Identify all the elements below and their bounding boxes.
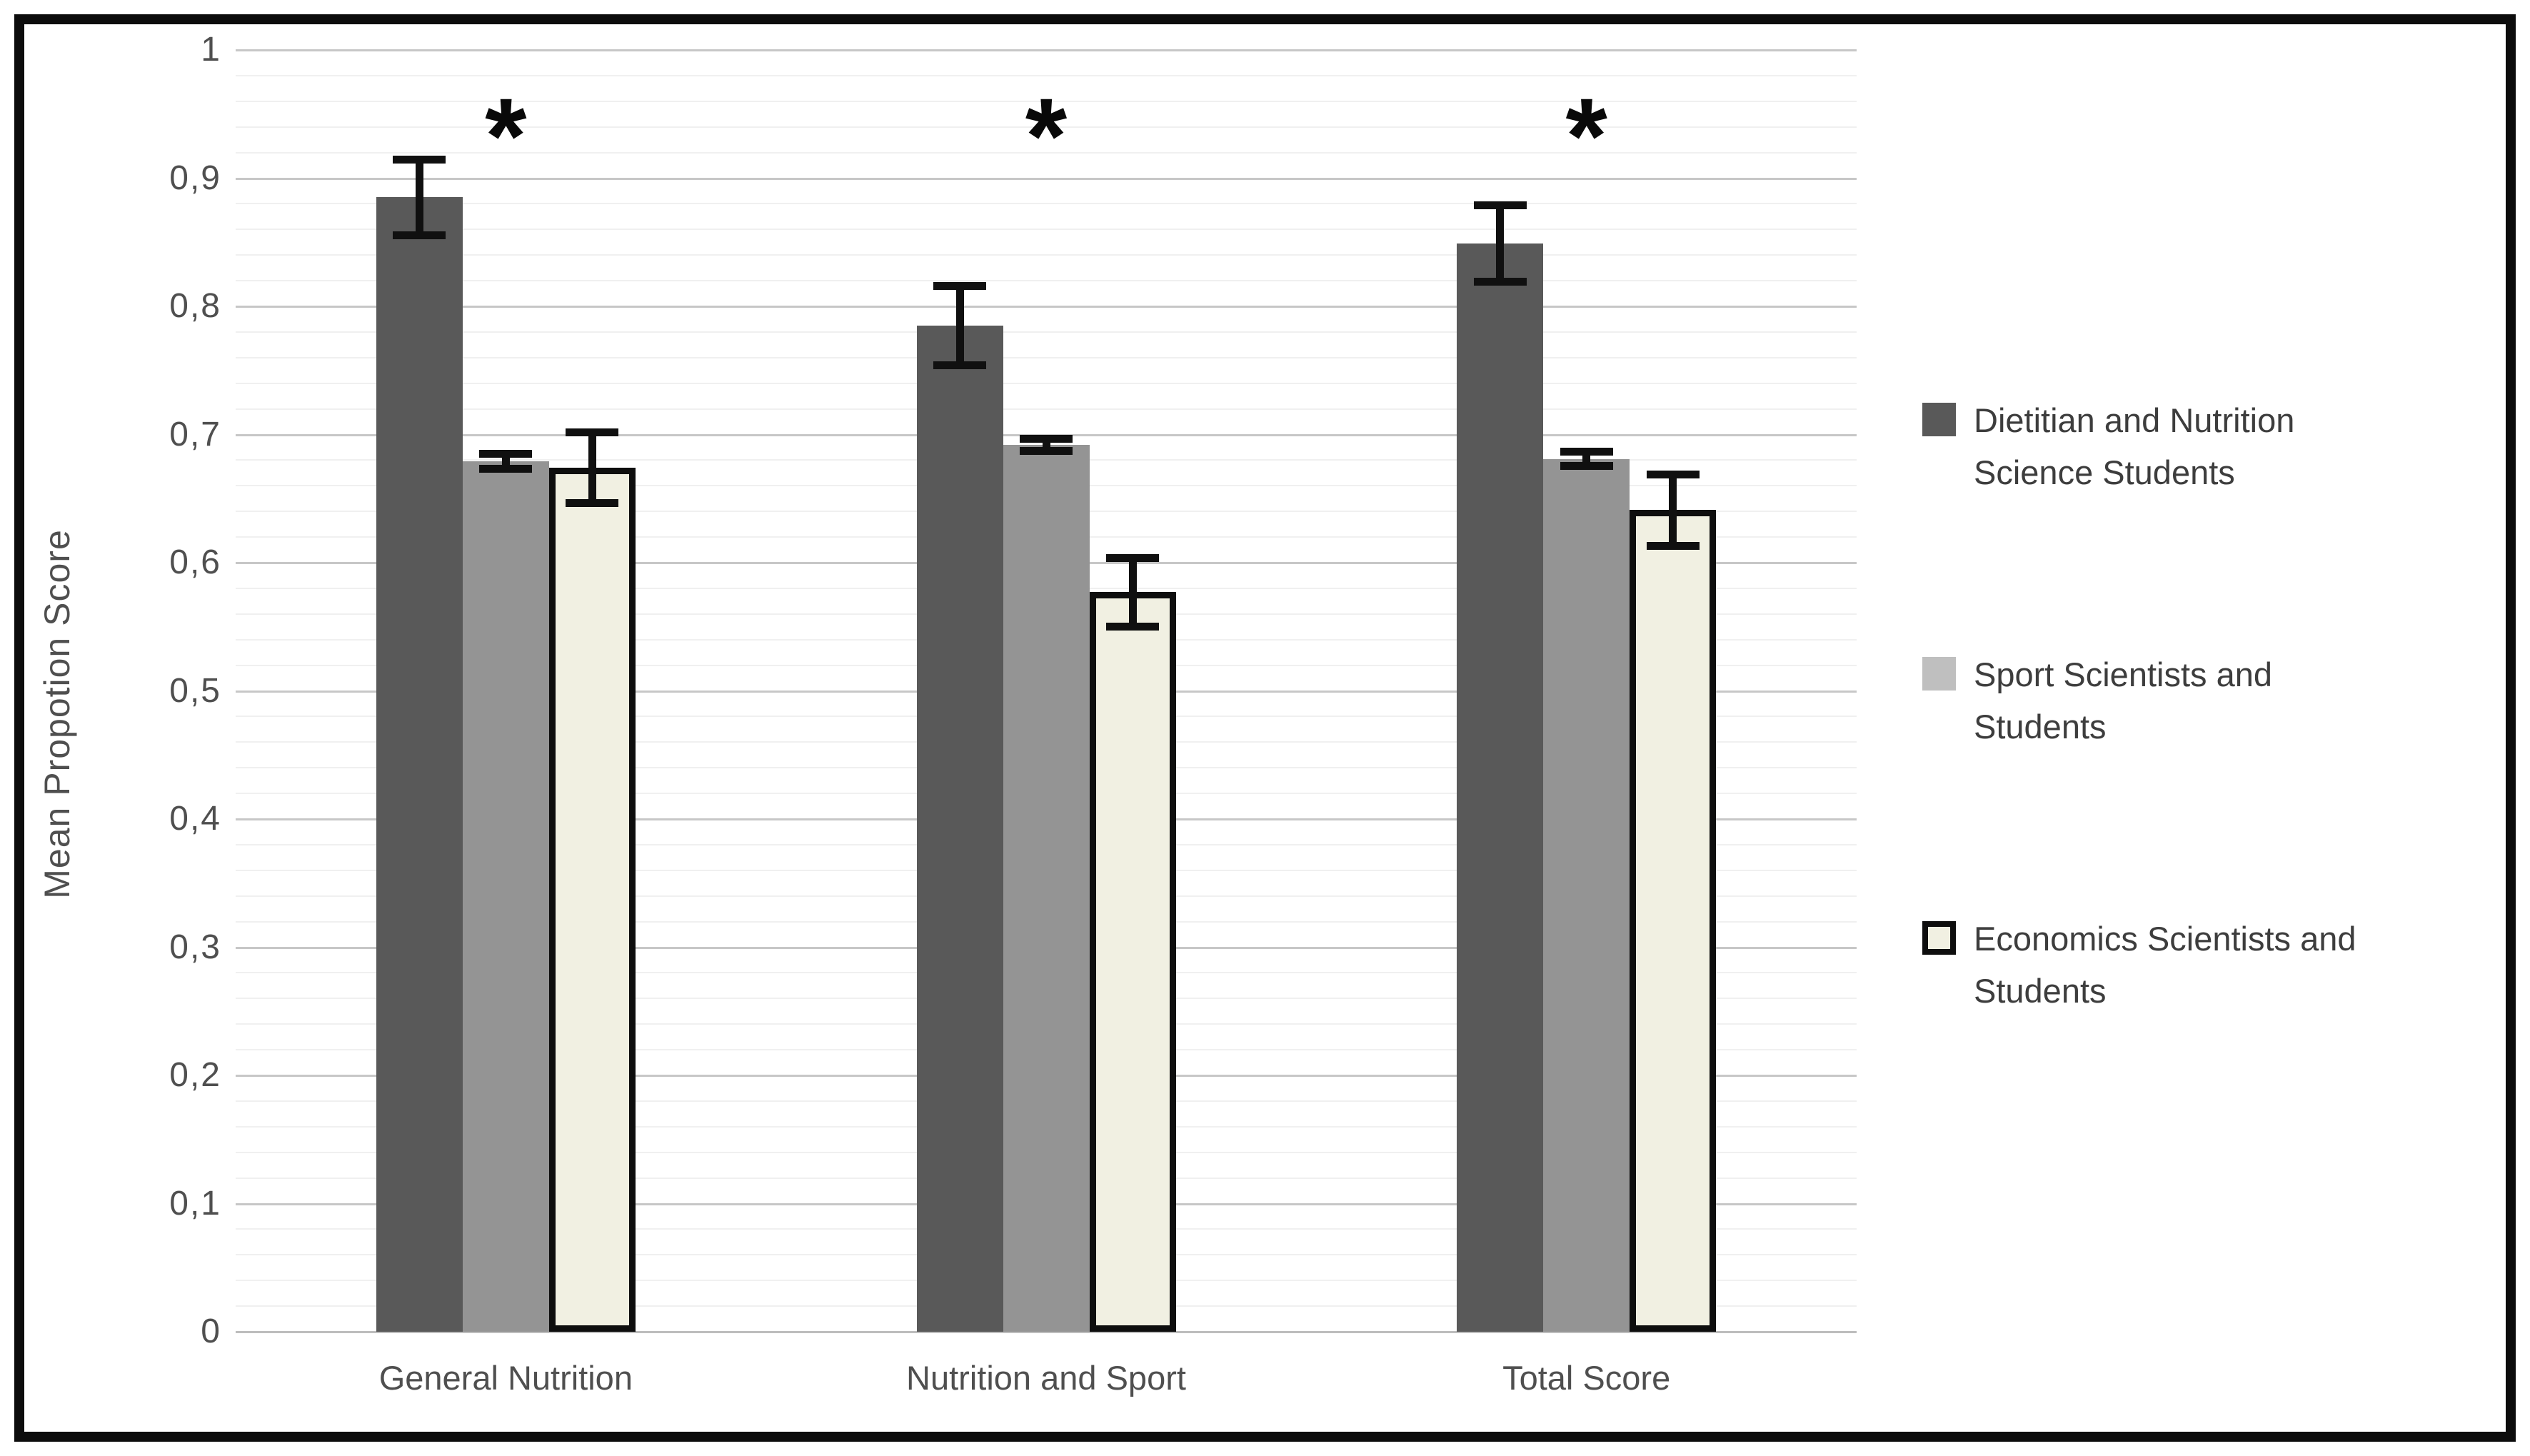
error-bar-line (501, 453, 510, 469)
error-bar-cap-bottom (933, 361, 986, 369)
error-bar-cap-bottom (1020, 446, 1073, 455)
bar-total-score-s1 (1457, 243, 1544, 1332)
error-bar-cap-bottom (479, 464, 533, 473)
bar-total-score-s2 (1543, 458, 1630, 1332)
bar-nutrition-and-sport-s1 (916, 325, 1003, 1332)
error-bar-cap-top (566, 428, 619, 436)
legend-entry: Sport Scientists and Students (1922, 648, 2522, 763)
gridline-minor (236, 280, 1857, 282)
y-axis-tick-label: 0,7 (169, 415, 221, 453)
y-axis-tick-label: 0,4 (169, 800, 221, 838)
x-axis-baseline (236, 1331, 1857, 1333)
x-axis-category-label: Nutrition and Sport (906, 1359, 1186, 1397)
gridline-minor (236, 229, 1857, 231)
significance-asterisk: * (1565, 76, 1607, 196)
legend-label: Sport Scientists and Students (1974, 656, 2272, 745)
error-bar-cap-bottom (1560, 462, 1613, 471)
error-bar-line (588, 431, 596, 504)
error-bar-cap-top (1560, 447, 1613, 456)
error-bar-cap-bottom (566, 499, 619, 508)
legend-label: Economics Scientists and Students (1974, 920, 2356, 1010)
gridline-minor (236, 126, 1857, 128)
significance-asterisk: * (1025, 76, 1068, 196)
gridline-minor (236, 356, 1857, 358)
bar-nutrition-and-sport-s2 (1003, 444, 1090, 1332)
significance-asterisk: * (485, 76, 527, 196)
y-axis-tick-label: 0,2 (169, 1056, 221, 1094)
error-bar-cap-bottom (1473, 277, 1527, 286)
error-bar-cap-top (1106, 553, 1159, 562)
error-bar-line (1128, 557, 1137, 627)
y-axis-tick-label: 0,9 (169, 159, 221, 197)
error-bar-cap-top (933, 282, 986, 291)
error-bar-cap-bottom (1646, 541, 1700, 550)
gridline-minor (236, 382, 1857, 384)
legend-entry: Dietitian and Nutrition Science Students (1922, 394, 2522, 508)
bar-general-nutrition-s2 (462, 461, 549, 1332)
y-axis-tick-label: 1 (201, 31, 221, 69)
legend-swatch (1922, 657, 1956, 691)
legend-entry: Economics Scientists and Students (1922, 913, 2522, 1027)
legend-swatch (1922, 921, 1956, 955)
error-bar-line (415, 159, 423, 236)
y-axis-title: Mean Propotion Score (37, 529, 77, 899)
error-bar-cap-top (479, 450, 533, 458)
legend-swatch (1922, 403, 1956, 436)
gridline-minor (236, 331, 1857, 333)
error-bar-line (955, 286, 964, 366)
bar-total-score-s3 (1630, 510, 1717, 1332)
gridline-minor (236, 100, 1857, 102)
error-bar-line (1582, 451, 1591, 467)
bar-nutrition-and-sport-s3 (1089, 592, 1176, 1332)
error-bar-cap-top (393, 155, 446, 164)
x-axis-category-label: General Nutrition (378, 1359, 633, 1397)
gridline-major (236, 177, 1857, 180)
y-axis-tick-label: 0 (201, 1312, 221, 1350)
gridline-minor (236, 254, 1857, 256)
y-axis-tick-label: 0,1 (169, 1184, 221, 1222)
gridline-major (236, 49, 1857, 51)
y-axis-tick-label: 0,8 (169, 287, 221, 325)
error-bar-cap-bottom (393, 231, 446, 240)
x-axis-category-label: Total Score (1502, 1359, 1671, 1397)
error-bar-cap-top (1473, 201, 1527, 210)
bar-general-nutrition-s1 (376, 197, 463, 1332)
y-axis-tick-label: 0,5 (169, 671, 221, 710)
error-bar-cap-bottom (1106, 622, 1159, 631)
error-bar-cap-top (1020, 434, 1073, 443)
plot-area: * * * (236, 49, 1857, 1333)
gridline-minor (236, 408, 1857, 410)
y-axis-tick-label: 0,6 (169, 543, 221, 581)
y-axis-tick-label: 0,3 (169, 928, 221, 966)
gridline-minor (236, 151, 1857, 154)
legend-label: Dietitian and Nutrition Science Students (1974, 401, 2295, 491)
gridline-minor (236, 203, 1857, 205)
bar-general-nutrition-s3 (548, 468, 636, 1332)
error-bar-line (1042, 438, 1050, 451)
error-bar-line (1496, 205, 1505, 282)
error-bar-line (1669, 474, 1677, 546)
error-bar-cap-top (1646, 471, 1700, 479)
gridline-major (236, 306, 1857, 308)
gridline-minor (236, 74, 1857, 76)
